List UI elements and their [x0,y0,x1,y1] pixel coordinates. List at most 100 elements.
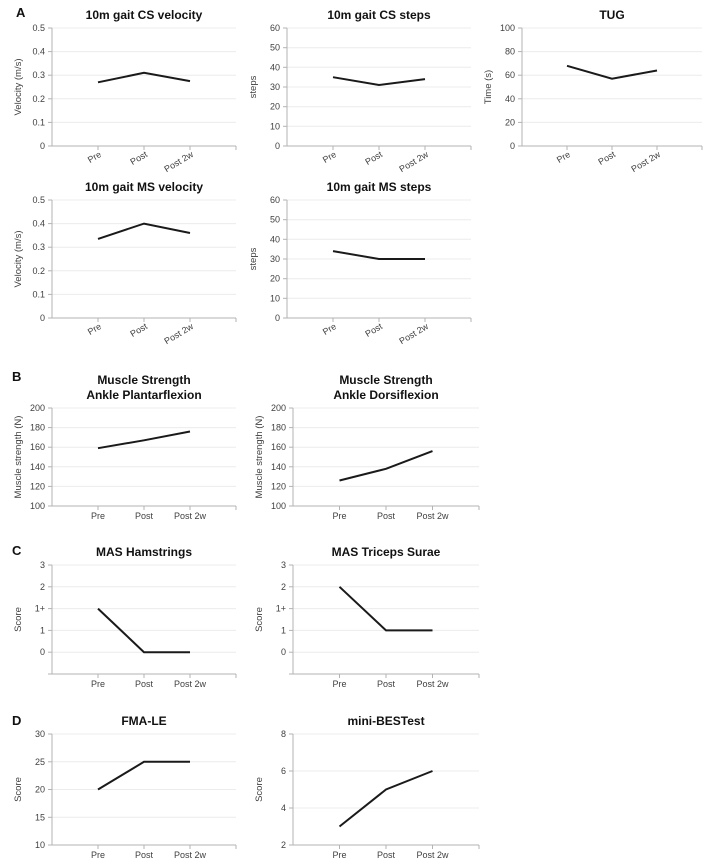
svg-text:30: 30 [270,82,280,92]
svg-text:40: 40 [270,62,280,72]
svg-text:Post: Post [135,850,154,860]
svg-text:Pre: Pre [86,149,103,165]
chart-mini-bestest: 2 4 6 8 Pre Post Post 2w Score mini-BESTest [245,714,483,862]
svg-text:Post 2w: Post 2w [416,511,449,521]
svg-text:0.1: 0.1 [32,289,45,299]
svg-text:Post 2w: Post 2w [629,149,662,174]
svg-text:4: 4 [281,803,286,813]
svg-text:Score: Score [254,777,265,802]
svg-text:Post: Post [377,511,396,521]
svg-text:0: 0 [275,313,280,323]
svg-text:2: 2 [281,840,286,850]
svg-text:10m gait MS steps: 10m gait MS steps [327,180,432,194]
svg-text:20: 20 [35,785,45,795]
svg-text:6: 6 [281,766,286,776]
svg-text:0: 0 [510,141,515,151]
svg-text:steps: steps [248,247,259,270]
svg-text:20: 20 [270,274,280,284]
svg-text:200: 200 [30,403,45,413]
svg-text:steps: steps [248,75,259,98]
svg-text:Score: Score [13,777,24,802]
svg-text:180: 180 [271,423,286,433]
svg-text:120: 120 [271,481,286,491]
svg-text:100: 100 [500,23,515,33]
svg-text:1: 1 [40,625,45,635]
svg-text:Ankle Dorsiflexion: Ankle Dorsiflexion [333,388,438,402]
svg-text:3: 3 [40,560,45,570]
svg-text:Post 2w: Post 2w [397,321,430,346]
svg-text:Post: Post [377,850,396,860]
chart-mas-hamstrings: 0 1 1+ 2 3 Pre Post Post 2w Score MAS Hamstrings [10,543,244,691]
svg-text:Pre: Pre [332,850,346,860]
svg-text:Muscle Strength: Muscle Strength [339,373,432,387]
svg-text:FMA-LE: FMA-LE [121,714,166,728]
svg-text:40: 40 [505,94,515,104]
svg-text:MAS Hamstrings: MAS Hamstrings [96,545,192,559]
svg-text:3: 3 [281,560,286,570]
svg-text:0: 0 [281,647,286,657]
svg-text:Pre: Pre [91,850,105,860]
svg-text:8: 8 [281,729,286,739]
svg-text:20: 20 [505,117,515,127]
svg-text:30: 30 [270,254,280,264]
svg-text:10: 10 [270,293,280,303]
svg-text:Muscle Strength: Muscle Strength [97,373,190,387]
svg-text:Post 2w: Post 2w [174,511,207,521]
svg-text:15: 15 [35,812,45,822]
svg-text:Score: Score [254,607,265,632]
chart-fma-le: 10 15 20 25 30 Pre Post Post 2w Score FMA-LE [10,714,244,862]
chart-muscle-strength-ankle-dorsiflexion: 100 120 140 160 180 200 Pre Post Post 2w Muscle s… [245,370,483,521]
svg-text:Post 2w: Post 2w [174,679,207,689]
svg-text:10: 10 [270,121,280,131]
svg-text:Post: Post [128,321,149,339]
svg-text:0.4: 0.4 [32,47,45,57]
svg-text:Velocity (m/s): Velocity (m/s) [13,58,24,115]
svg-text:MAS Triceps Surae: MAS Triceps Surae [332,545,441,559]
svg-text:160: 160 [271,442,286,452]
chart-10m-gait-cs-velocity: 0 0.1 0.2 0.3 0.4 0.5 Pre Post Post 2w Velocity (… [10,4,244,176]
svg-text:1: 1 [281,625,286,635]
chart-10m-gait-ms-steps: 0 10 20 30 40 50 60 Pre Post Post 2w steps 10m gait… [245,176,479,348]
svg-text:100: 100 [271,501,286,511]
svg-text:Post: Post [135,511,154,521]
svg-text:Post: Post [363,321,384,339]
svg-text:0.4: 0.4 [32,219,45,229]
svg-text:Post 2w: Post 2w [174,850,207,860]
svg-text:2: 2 [40,582,45,592]
svg-text:0: 0 [40,313,45,323]
panel-label-a: A [16,5,26,20]
svg-text:50: 50 [270,215,280,225]
svg-text:1+: 1+ [35,604,45,614]
svg-text:Post 2w: Post 2w [162,149,195,174]
svg-text:Pre: Pre [91,511,105,521]
svg-text:Pre: Pre [321,321,338,337]
svg-text:0.5: 0.5 [32,23,45,33]
svg-text:Post: Post [128,149,149,167]
chart-mas-triceps-surae: 0 1 1+ 2 3 Pre Post Post 2w Score MAS Triceps Sur… [245,543,483,691]
svg-text:Post 2w: Post 2w [162,321,195,346]
panel-label-d: D [12,713,22,728]
chart-tug: 0 20 40 60 80 100 Pre Post Post 2w Time (s) TUG [470,4,706,176]
svg-text:60: 60 [505,70,515,80]
panel-label-c: C [12,543,22,558]
svg-text:100: 100 [30,501,45,511]
svg-text:0.5: 0.5 [32,195,45,205]
svg-text:TUG: TUG [599,8,624,22]
svg-text:10m gait CS velocity: 10m gait CS velocity [86,8,203,22]
svg-text:Time (s): Time (s) [483,70,494,104]
svg-text:Pre: Pre [555,149,572,165]
svg-text:30: 30 [35,729,45,739]
svg-text:140: 140 [30,462,45,472]
svg-text:80: 80 [505,47,515,57]
svg-text:Velocity (m/s): Velocity (m/s) [13,230,24,287]
svg-text:2: 2 [281,582,286,592]
svg-text:Pre: Pre [86,321,103,337]
svg-text:60: 60 [270,195,280,205]
svg-text:Pre: Pre [332,511,346,521]
svg-text:0: 0 [40,647,45,657]
svg-text:Muscle strength (N): Muscle strength (N) [13,416,24,499]
svg-text:140: 140 [271,462,286,472]
svg-text:Pre: Pre [332,679,346,689]
svg-text:60: 60 [270,23,280,33]
